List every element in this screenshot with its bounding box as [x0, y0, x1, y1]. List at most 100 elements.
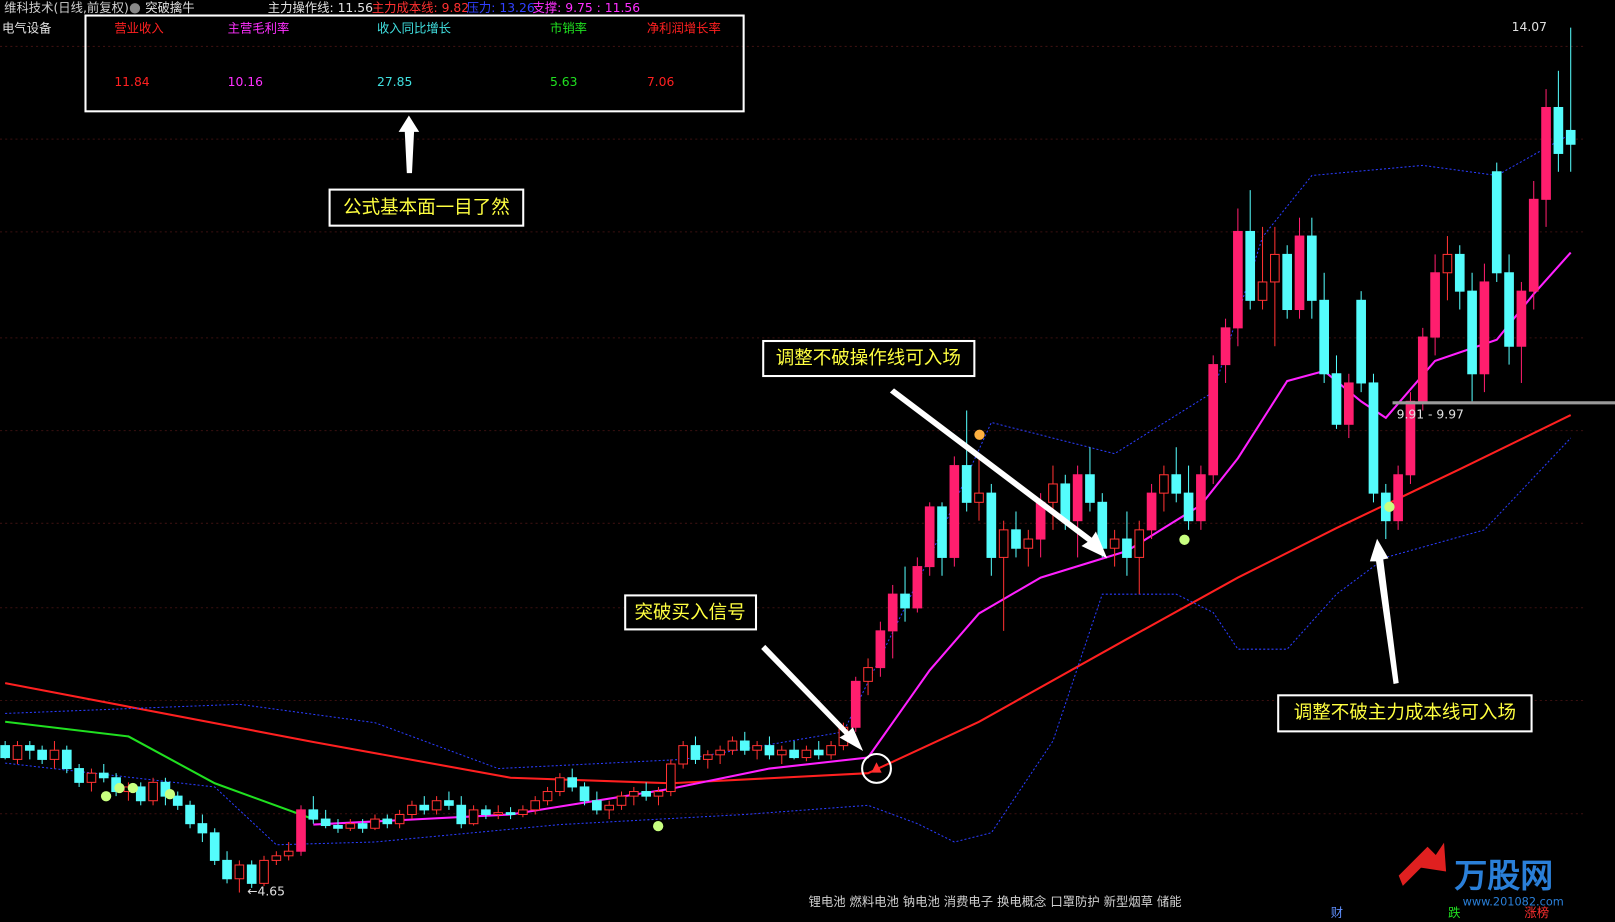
grid — [0, 45, 1587, 815]
candle-body — [1072, 474, 1083, 522]
info-value: 27.85 — [377, 75, 412, 89]
candle-body — [813, 749, 824, 756]
candle-body — [1343, 382, 1354, 425]
candle-body — [530, 800, 541, 811]
callouts: 公式基本面一目了然 调整不破操作线可入场 突破买入信号 调整不破主力成本线可入场 — [328, 188, 1533, 733]
icon — [114, 782, 125, 794]
callout-box — [762, 339, 976, 378]
candle-body — [542, 791, 553, 802]
candle-body — [1085, 474, 1095, 503]
candle-body — [518, 809, 528, 816]
candle-body — [1183, 492, 1194, 522]
candle-body — [271, 855, 282, 861]
callout-box — [624, 594, 758, 631]
candle-body — [1491, 171, 1502, 274]
candle-body — [172, 795, 183, 806]
candle-body — [1023, 538, 1034, 549]
candle-body — [1257, 281, 1268, 301]
candle-body — [641, 791, 651, 797]
candle-body — [456, 804, 467, 825]
candle-body — [419, 804, 430, 811]
candle-body — [986, 492, 997, 558]
candle-body — [875, 630, 886, 669]
info-label: 主营毛利率 — [228, 20, 290, 35]
icon — [100, 791, 112, 802]
candle-body — [1442, 253, 1453, 274]
candle-body — [12, 745, 23, 760]
info-label: 营业收入 — [114, 21, 163, 35]
candle-body — [1171, 474, 1182, 494]
info-value: 10.16 — [228, 75, 263, 89]
arrow — [398, 115, 420, 174]
candle-body — [579, 786, 590, 802]
candle-body — [1208, 364, 1219, 476]
info-value: 5.63 — [550, 75, 577, 89]
candle-body — [37, 749, 47, 760]
icon — [164, 789, 176, 800]
arrow — [761, 644, 864, 751]
candle-body — [1541, 106, 1551, 200]
candle-body — [1270, 253, 1280, 283]
watermark: 万股网 — [1454, 856, 1553, 895]
candle-body — [1196, 474, 1206, 522]
info-value: 7.06 — [647, 75, 675, 89]
candle-body — [308, 809, 319, 820]
candle-body — [246, 864, 257, 884]
footer-tag: 财 — [1331, 906, 1343, 920]
candle-body — [197, 823, 208, 834]
arrows — [398, 115, 1399, 751]
candle-body — [444, 800, 454, 806]
candle-body — [629, 791, 639, 797]
candle-body — [468, 809, 479, 825]
candle-body — [1146, 492, 1157, 531]
callout-text: 突破买入信号 — [635, 602, 746, 623]
candle-body — [937, 506, 947, 558]
candle-body — [1393, 474, 1403, 522]
candle-body — [592, 800, 602, 811]
callout-text: 调整不破主力成本线可入场 — [1294, 702, 1516, 723]
indicator-line — [5, 437, 1572, 846]
candle-body — [1134, 529, 1145, 558]
candle-body — [24, 745, 35, 751]
pressure: 压力: 13.26 — [467, 1, 535, 15]
candle-body — [653, 791, 664, 797]
candle-body — [1109, 538, 1120, 549]
signal-arrow — [871, 762, 882, 773]
arrow — [1369, 538, 1399, 684]
watermark-url: www.201082.com — [1463, 894, 1564, 908]
candle-body — [752, 745, 762, 751]
sector: 电气设备 — [2, 20, 51, 35]
candle-body — [1220, 327, 1231, 366]
candle-body — [1430, 272, 1440, 338]
candle-body — [222, 859, 232, 880]
footer-tag: 涨榜 — [1524, 905, 1549, 920]
candle-body — [764, 745, 775, 756]
candle-body — [1565, 129, 1576, 145]
candle-body — [961, 465, 972, 503]
indicator-icon — [129, 3, 141, 14]
plot: 14.07 ←4.65 — [0, 20, 1576, 899]
cost-line: 主力成本线: 9.82 — [372, 1, 469, 15]
info-box — [84, 14, 745, 113]
candle-body — [567, 777, 578, 788]
candle-body — [61, 749, 72, 770]
indicator-line — [4, 414, 1572, 785]
concepts: 锂电池 燃料电池 钠电池 消费电子 换电概念 口罩防护 新型烟草 储能 — [809, 894, 1182, 909]
candle-body — [678, 745, 688, 765]
icon — [974, 429, 985, 440]
indicator-line — [5, 133, 1571, 770]
candle-body — [431, 800, 442, 811]
candle-body — [493, 812, 504, 816]
candle-body — [394, 813, 405, 825]
candle-body — [86, 772, 97, 783]
candle-body — [1553, 106, 1564, 154]
callout-box — [1277, 694, 1533, 733]
stock-name: 维科技术(日线,前复权) — [4, 0, 129, 15]
support: 支撑: 9.75 : 11.56 — [532, 0, 640, 15]
range-label: 9.91 - 9.97 — [1397, 408, 1464, 422]
footer-tag: 跌 — [1448, 905, 1460, 920]
candle-body — [1282, 253, 1293, 311]
candle-body — [345, 823, 356, 829]
signal-circle — [861, 752, 892, 784]
